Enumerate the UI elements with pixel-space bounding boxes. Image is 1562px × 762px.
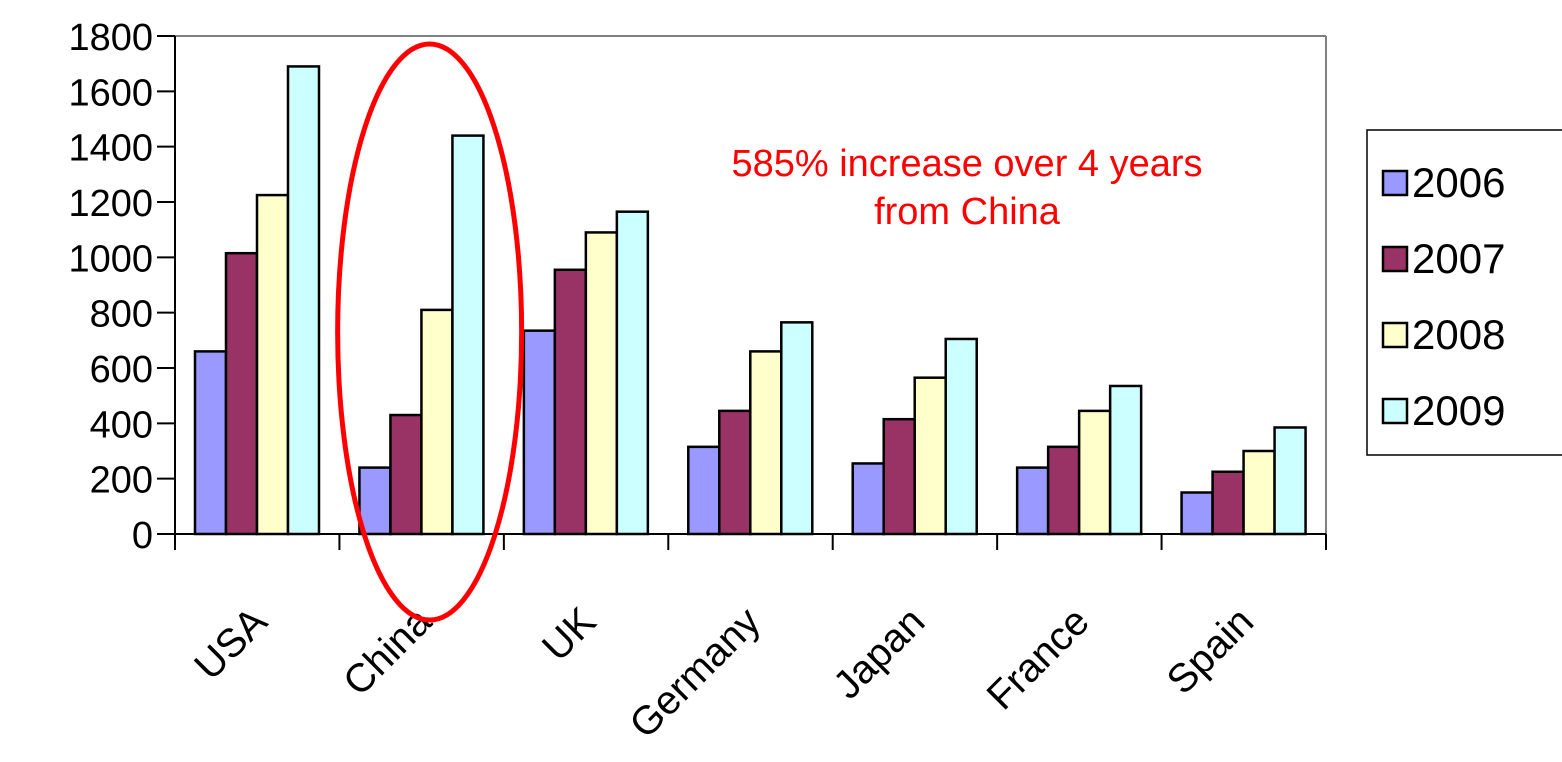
y-tick-label: 1200 xyxy=(68,183,153,225)
bar xyxy=(389,413,423,536)
bar xyxy=(286,65,321,536)
x-tick-label: Germany xyxy=(621,599,768,746)
x-tick-label: China xyxy=(335,599,441,705)
x-tick-label: UK xyxy=(534,599,605,670)
highlight-ellipse xyxy=(335,41,525,623)
bar xyxy=(255,193,290,536)
legend-swatch xyxy=(1381,321,1409,349)
bar xyxy=(584,231,619,536)
legend-label: 2008 xyxy=(1412,311,1505,358)
bar xyxy=(944,337,978,536)
bar xyxy=(553,268,588,536)
y-tick-label: 200 xyxy=(90,460,153,502)
annotation-text-line1: 585% increase over 4 years xyxy=(731,143,1202,185)
annotation-text-line2: from China xyxy=(874,191,1061,233)
bar xyxy=(851,462,885,536)
y-tick-label: 0 xyxy=(132,515,153,557)
x-tick-label: Japan xyxy=(825,599,933,707)
plot-area xyxy=(175,35,1327,534)
y-tick-label: 1600 xyxy=(68,72,153,114)
bar xyxy=(1211,470,1245,536)
y-tick-label: 600 xyxy=(90,349,153,391)
legend-label: 2009 xyxy=(1412,387,1505,434)
x-tick-label: USA xyxy=(186,599,275,688)
bar xyxy=(1077,409,1112,536)
y-tick-label: 1000 xyxy=(68,238,153,280)
y-tick-label: 1800 xyxy=(68,17,153,59)
annotation: 585% increase over 4 years from China xyxy=(335,41,1203,623)
bar xyxy=(224,251,259,536)
y-tick-label: 400 xyxy=(90,404,153,446)
legend-swatch xyxy=(1381,397,1409,425)
bar xyxy=(1046,445,1081,536)
bar xyxy=(718,409,752,536)
bar xyxy=(451,134,485,536)
bar xyxy=(687,445,721,536)
bar xyxy=(882,417,916,536)
x-tick-label: Spain xyxy=(1159,599,1262,702)
x-tick-label: France xyxy=(979,599,1098,718)
bar xyxy=(1180,491,1214,536)
bar xyxy=(780,321,814,536)
legend-swatch xyxy=(1381,245,1409,273)
legend-swatch xyxy=(1381,169,1409,197)
bar xyxy=(1242,449,1276,536)
x-axis: USA China UK Germany Japan France Spain xyxy=(174,533,1327,747)
bar xyxy=(522,329,557,536)
bars xyxy=(193,65,1307,536)
bar xyxy=(193,350,228,536)
y-tick-label: 1400 xyxy=(68,128,153,170)
legend: 2006 2007 2008 2009 xyxy=(1366,129,1562,456)
bar xyxy=(420,308,454,536)
legend-label: 2006 xyxy=(1412,159,1505,206)
bar xyxy=(913,376,947,536)
bar xyxy=(1108,384,1143,536)
bar xyxy=(749,350,783,536)
legend-label: 2007 xyxy=(1412,235,1505,282)
bar xyxy=(358,466,392,536)
bar xyxy=(615,210,650,536)
bar xyxy=(1273,426,1307,536)
y-axis: 0 200 400 600 800 1000 1200 1400 1600 1800 xyxy=(68,17,176,557)
bar xyxy=(1015,466,1050,536)
y-tick-label: 800 xyxy=(90,294,153,336)
